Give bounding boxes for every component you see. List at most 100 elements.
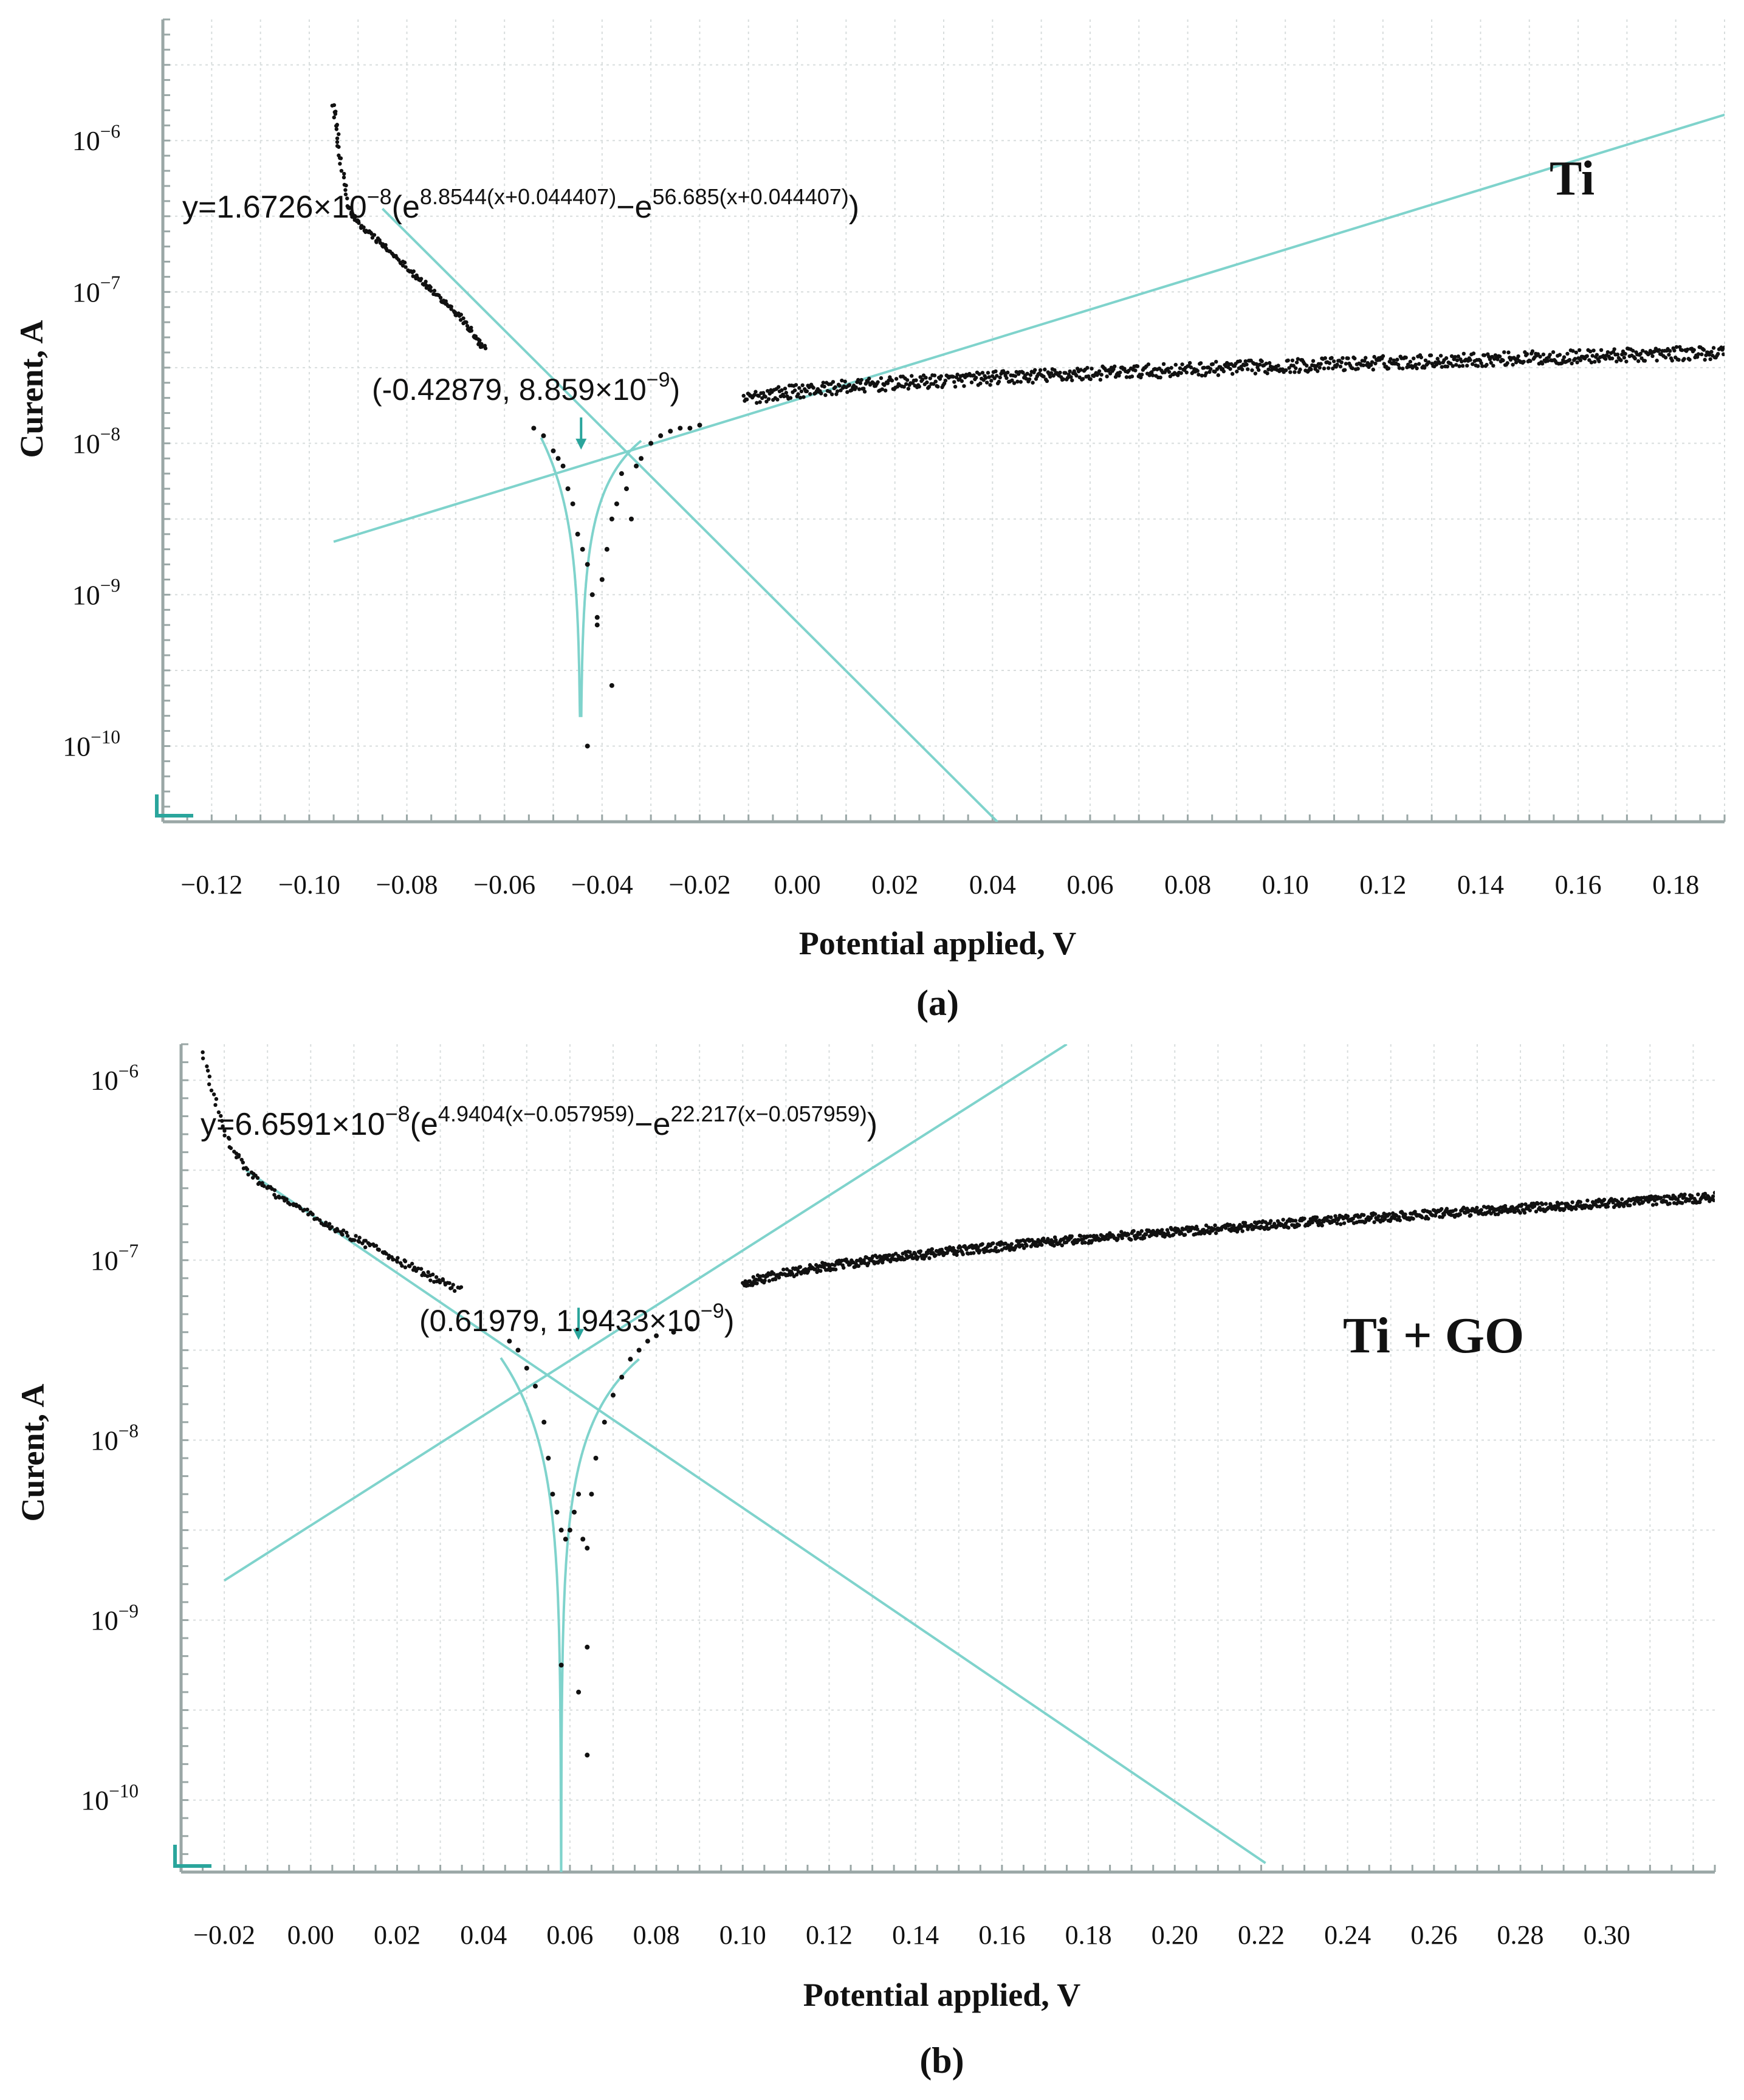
data-point	[201, 1056, 205, 1061]
data-point	[1286, 358, 1290, 363]
data-point	[910, 374, 914, 378]
data-point	[1139, 373, 1144, 377]
x-tick-label: −0.10	[278, 870, 340, 900]
data-point	[368, 1242, 372, 1247]
data-point	[1401, 367, 1405, 371]
data-point	[567, 1527, 572, 1533]
data-point	[428, 1278, 433, 1282]
data-point	[781, 1267, 786, 1272]
data-point	[214, 1096, 219, 1101]
data-point	[1310, 1220, 1314, 1225]
data-point	[1309, 367, 1313, 371]
data-point	[609, 683, 614, 688]
data-point	[1264, 361, 1269, 366]
data-point	[623, 486, 629, 492]
data-point	[1641, 1200, 1646, 1204]
data-point	[1106, 1237, 1110, 1241]
data-point	[1553, 1207, 1558, 1211]
data-point	[228, 1146, 233, 1151]
data-point	[352, 1238, 357, 1242]
data-point	[980, 371, 985, 375]
data-point	[585, 1752, 590, 1758]
data-point	[449, 307, 453, 311]
data-point	[1105, 374, 1109, 379]
data-point	[335, 140, 340, 144]
data-point	[1397, 1215, 1401, 1219]
data-point	[1200, 373, 1204, 378]
axis-corner-marker	[173, 1845, 211, 1868]
data-point	[1518, 1211, 1522, 1215]
x-tick-label: 0.08	[1164, 870, 1211, 900]
data-point	[879, 376, 884, 380]
data-point	[1150, 373, 1155, 377]
data-point	[1041, 1236, 1046, 1241]
data-point	[988, 383, 992, 387]
data-point	[839, 388, 843, 393]
data-point	[585, 1546, 590, 1551]
data-point	[761, 391, 766, 395]
data-point	[507, 1338, 512, 1344]
data-point	[1469, 1213, 1473, 1217]
data-point	[1692, 348, 1696, 352]
x-tick-label: 0.24	[1324, 1920, 1371, 1950]
data-point	[754, 390, 758, 394]
data-point	[1567, 357, 1572, 362]
data-point	[1158, 375, 1162, 380]
data-point	[831, 380, 836, 384]
data-point	[961, 1252, 965, 1256]
data-point	[1042, 374, 1046, 379]
data-point	[1004, 376, 1009, 380]
data-point	[327, 1222, 332, 1226]
data-point	[1294, 366, 1298, 370]
data-point	[997, 379, 1001, 384]
data-point	[1346, 356, 1350, 360]
data-point	[403, 1265, 408, 1270]
x-tick-label: 0.12	[1359, 870, 1406, 900]
data-point	[1599, 348, 1604, 353]
data-point	[558, 1662, 564, 1668]
data-point	[1230, 371, 1235, 376]
data-point	[400, 1264, 404, 1268]
data-point	[1213, 370, 1217, 374]
data-point	[1268, 361, 1272, 365]
data-point	[302, 1208, 307, 1212]
data-point	[1573, 357, 1577, 361]
data-point	[207, 1074, 212, 1079]
data-point	[1722, 352, 1725, 357]
data-point	[777, 1275, 781, 1280]
data-point	[1680, 1201, 1684, 1205]
data-point	[1641, 348, 1645, 353]
data-point	[1335, 1221, 1339, 1226]
data-point	[246, 1172, 250, 1177]
data-point	[1027, 377, 1032, 382]
data-point	[773, 1277, 778, 1281]
data-point	[1520, 1202, 1524, 1207]
data-point	[883, 388, 888, 393]
data-point	[994, 1245, 998, 1250]
data-point	[571, 1509, 577, 1515]
data-point	[1088, 377, 1093, 382]
data-point	[823, 393, 828, 398]
data-point	[1283, 368, 1288, 373]
data-point	[1353, 356, 1357, 360]
data-point	[431, 1272, 435, 1277]
data-point	[1070, 378, 1074, 382]
data-point	[906, 387, 911, 391]
data-point	[619, 471, 624, 477]
data-point	[1380, 1214, 1384, 1219]
data-point	[1326, 366, 1331, 370]
data-point	[1013, 374, 1018, 378]
data-point	[636, 1348, 642, 1353]
data-point	[1643, 359, 1647, 363]
data-points	[201, 1050, 1715, 1758]
data-point	[1221, 369, 1226, 374]
data-point	[1389, 357, 1393, 361]
data-point	[1423, 358, 1428, 363]
data-point	[349, 210, 354, 215]
sample-annotation: Ti	[1550, 152, 1595, 205]
data-point	[952, 380, 956, 384]
data-point	[383, 243, 388, 247]
data-point	[1048, 374, 1052, 379]
data-point	[1015, 379, 1020, 384]
data-point	[1150, 370, 1154, 374]
